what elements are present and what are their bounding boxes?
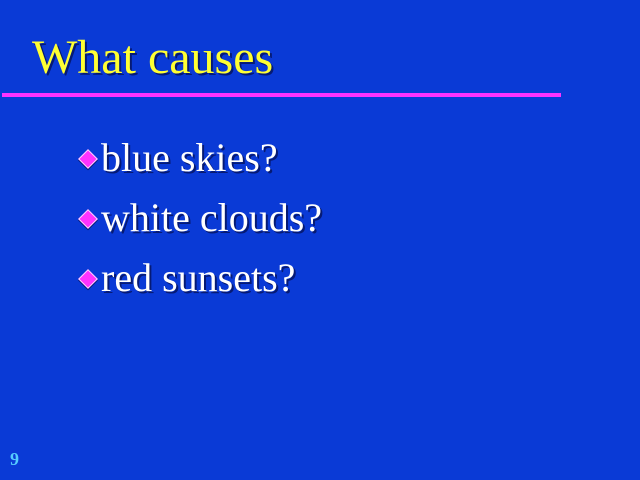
title-divider — [2, 93, 561, 97]
bullet-item: blue skies? — [78, 128, 322, 188]
bullet-list: blue skies? white clouds? red sunsets? — [78, 128, 322, 308]
bullet-item: white clouds? — [78, 188, 322, 248]
slide-title: What causes — [32, 31, 274, 84]
bullet-text: white clouds? — [101, 195, 323, 240]
diamond-bullet-icon — [78, 269, 96, 287]
bullet-text: blue skies? — [101, 135, 278, 180]
diamond-bullet-icon — [78, 149, 96, 167]
bullet-text: red sunsets? — [101, 255, 296, 300]
bullet-item: red sunsets? — [78, 248, 322, 308]
diamond-bullet-icon — [78, 209, 96, 227]
page-number: 9 — [10, 449, 19, 469]
